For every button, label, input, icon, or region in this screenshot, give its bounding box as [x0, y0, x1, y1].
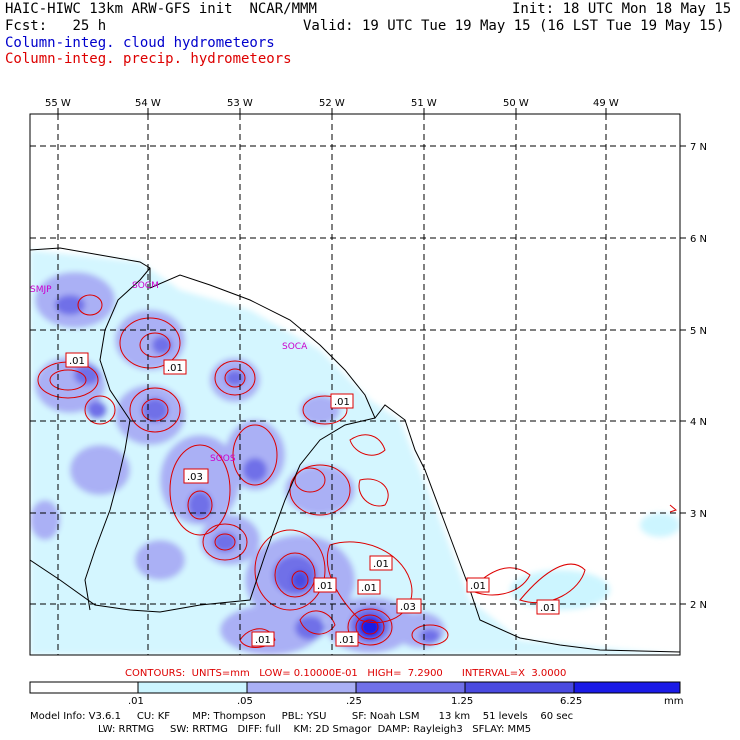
init-time: Init: 18 UTC Mon 18 May 15 — [512, 1, 732, 17]
lat-label: 7 N — [690, 142, 707, 153]
colorbar-swatch — [246, 681, 357, 694]
model-info-line1: Model Info: V3.6.1 CU: KF MP: Thompson P… — [30, 711, 574, 722]
svg-text:.03: .03 — [400, 602, 416, 613]
svg-text:.01: .01 — [373, 559, 389, 570]
colorbar-swatch — [355, 681, 466, 694]
field-precip-title: Column-integ. precip. hydrometeors — [5, 51, 292, 67]
colorbar-swatch — [29, 681, 139, 694]
site-label: SOCA — [282, 342, 308, 352]
site-label: SOOS — [210, 454, 236, 464]
valid-time: Valid: 19 UTC Tue 19 May 15 (16 LST Tue … — [303, 18, 725, 34]
lon-label: 55 W — [45, 98, 71, 109]
contour-label: .01 — [466, 577, 490, 593]
svg-text:.01: .01 — [334, 397, 350, 408]
colorbar-label: .25 — [346, 696, 362, 707]
latitude-labels: 7 N 6 N 5 N 4 N 3 N 2 N — [690, 142, 707, 611]
tick-marks — [57, 108, 686, 605]
lon-label: 51 W — [411, 98, 437, 109]
contour-label: .01 — [369, 555, 393, 571]
lat-label: 4 N — [690, 417, 707, 428]
forecast-label: Fcst: — [5, 18, 48, 34]
colorbar — [29, 681, 681, 694]
contour-label: .01 — [251, 631, 275, 647]
model-name: HAIC-HIWC 13km ARW-GFS init — [5, 1, 233, 17]
site-label: SOCM — [132, 281, 159, 291]
svg-text:.01: .01 — [167, 363, 183, 374]
longitude-labels: 55 W 54 W 53 W 52 W 51 W 50 W 49 W — [45, 98, 619, 109]
svg-text:.01: .01 — [540, 603, 556, 614]
lon-label: 50 W — [503, 98, 529, 109]
contour-label: .03 — [396, 598, 422, 614]
model-title: HAIC-HIWC 13km ARW-GFS init NCAR/MMM — [5, 1, 317, 17]
lon-label: 49 W — [593, 98, 619, 109]
coastline-borders — [30, 247, 680, 653]
lon-label: 54 W — [135, 98, 161, 109]
contour-label: .01 — [330, 393, 354, 409]
field-cloud-title: Column-integ. cloud hydrometeors — [5, 35, 275, 51]
map-frame — [29, 113, 681, 656]
contour-label: .01 — [357, 579, 381, 595]
forecast-hour: Fcst: 25 h — [5, 18, 106, 34]
contour-label: .01 — [65, 352, 89, 368]
colorbar-label: 6.25 — [560, 696, 583, 707]
org-name: NCAR/MMM — [249, 1, 317, 17]
colorbar-label: .01 — [128, 696, 144, 707]
contour-label: .03 — [183, 468, 209, 484]
site-labels: SMJP SOCM SOCA SOOS — [30, 281, 308, 464]
contour-label: .01 — [313, 577, 337, 593]
contour-label: .01 — [536, 599, 560, 615]
model-info-line2: LW: RRTMG SW: RRTMG DIFF: full KM: 2D Sm… — [98, 724, 532, 735]
grid-lines — [30, 114, 680, 655]
lon-label: 52 W — [319, 98, 345, 109]
colorbar-swatch — [464, 681, 575, 694]
contour-labels: .01 .01 .01 .03 .01 .01 .01 .01 .01 .03 … — [65, 352, 560, 647]
svg-text:.01: .01 — [255, 635, 271, 646]
svg-text:.01: .01 — [470, 581, 486, 592]
lat-label: 2 N — [690, 600, 707, 611]
colorbar-label: .05 — [237, 696, 253, 707]
site-label: SMJP — [30, 285, 52, 295]
colorbar-swatch — [137, 681, 248, 694]
contour-label: .01 — [163, 359, 187, 375]
lon-label: 53 W — [227, 98, 253, 109]
svg-text:.01: .01 — [339, 635, 355, 646]
lat-label: 3 N — [690, 509, 707, 520]
lat-label: 6 N — [690, 234, 707, 245]
contour-label: .01 — [335, 631, 359, 647]
cloud-shading — [30, 250, 680, 655]
colorbar-label: 1.25 — [451, 696, 474, 707]
svg-text:.01: .01 — [69, 356, 85, 367]
colorbar-swatch — [573, 681, 681, 694]
svg-text:.01: .01 — [361, 583, 377, 594]
svg-text:.03: .03 — [187, 472, 203, 483]
svg-text:.01: .01 — [317, 581, 333, 592]
lat-label: 5 N — [690, 326, 707, 337]
forecast-value: 25 h — [72, 18, 107, 34]
contour-info: CONTOURS: UNITS=mm LOW= 0.10000E-01 HIGH… — [125, 668, 567, 679]
colorbar-unit: mm — [664, 696, 684, 707]
